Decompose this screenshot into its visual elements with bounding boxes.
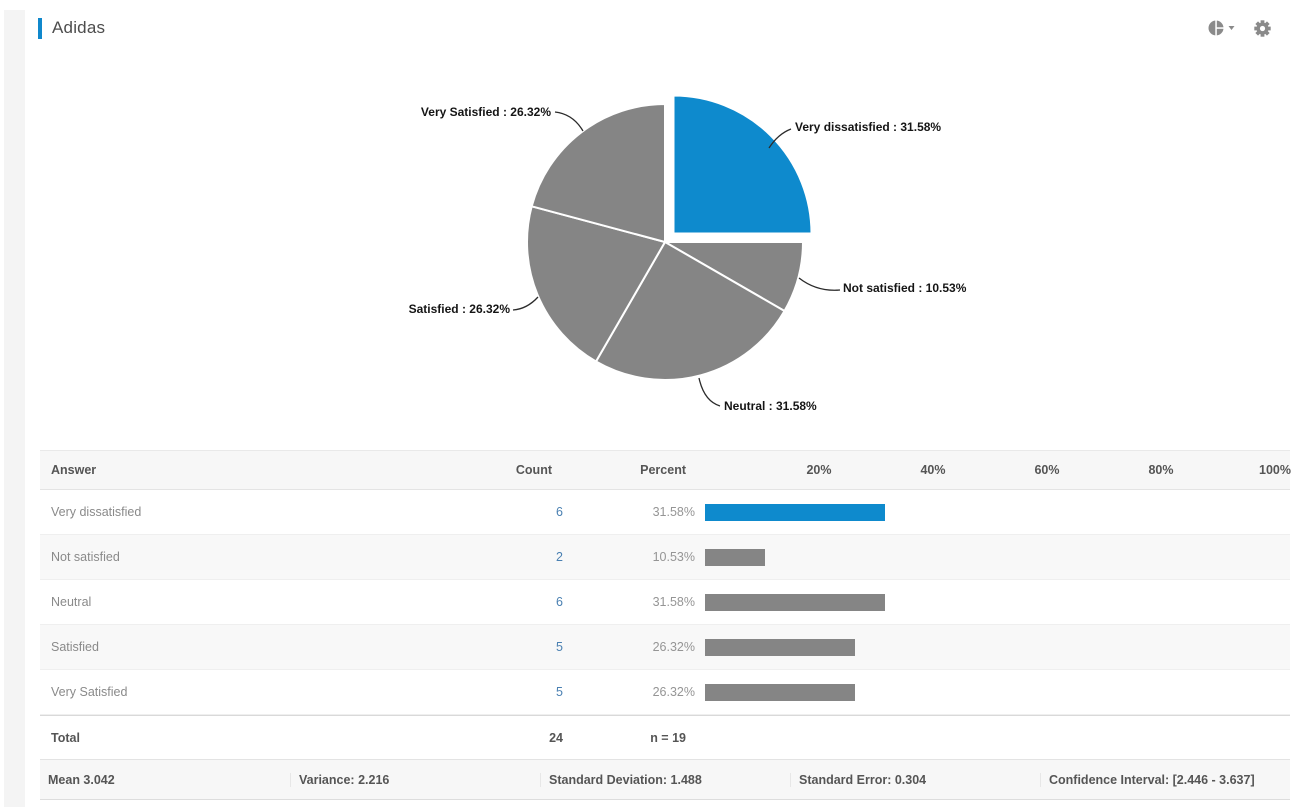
chart-type-button[interactable] [1208,20,1238,36]
pie-label-not-satisfied: Not satisfied : 10.53% [843,281,967,295]
toolbar [1208,19,1298,37]
percent-bar-satisfied [705,638,855,656]
column-header-answer: Answer [51,463,97,477]
question-result-card: Adidas [25,10,1298,807]
results-table: Answer Count Percent 20% 40% 60% 80% 100% Ve… [40,450,1291,800]
percent-bar-very-dissatisfied [705,503,885,521]
count-cell: 6 [556,595,563,609]
pie-label-very-satisfied: Very Satisfied : 26.32% [420,105,551,119]
pie-label-neutral: Neutral : 31.58% [724,399,817,413]
percent-cell: 10.53% [652,550,695,564]
chevron-down-icon [1228,26,1235,30]
table-row: Neutral 6 31.58% [40,580,1290,625]
table-header-row: Answer Count Percent 20% 40% 60% 80% 100% [40,450,1291,490]
table-row: Not satisfied 2 10.53% [40,535,1290,580]
stat-cell: Mean 3.042 [48,772,115,787]
total-row: Total 24 n = 19 [40,715,1290,759]
pie-leader-very-dissatisfied [768,128,792,149]
percent-cell: 26.32% [652,685,695,699]
column-header-scale: 20% 40% 60% 80% 100% [695,451,1291,489]
stat-cell: Standard Deviation: 1.488 [540,772,790,787]
answer-cell: Satisfied [51,640,99,654]
pie-slice-neutral[interactable] [594,240,786,381]
statistics-row: Mean 3.042 Variance: 2.216 Standard Deviat… [40,759,1290,800]
gear-icon [1254,19,1271,37]
percent-bar-neutral [705,593,885,611]
answer-cell: Very Satisfied [51,685,128,699]
answer-cell: Neutral [51,595,92,609]
pie-slice-satisfied[interactable] [526,205,667,363]
column-header-count: Count [515,463,552,477]
pie-leader-neutral [698,377,721,407]
answer-cell: Not satisfied [51,550,120,564]
pie-label-very-dissatisfied: Very dissatisfied : 31.58% [795,120,942,134]
pie-leader-very-satisfied [554,111,584,132]
scale-tick: 20% [806,463,832,477]
percent-cell: 31.58% [652,595,695,609]
count-cell: 2 [556,550,563,564]
stat-cell: Confidence Interval: [2.446 - 3.637] [1040,772,1290,787]
pie-chart: Very dissatisfied : 31.58% Not satisfied … [25,46,1298,450]
scale-tick: 100% [1259,463,1291,477]
pie-slice-very-satisfied[interactable] [530,102,666,244]
pie-slice-very-dissatisfied[interactable] [672,94,813,235]
count-cell: 5 [556,640,563,654]
percent-bar-very-satisfied [705,683,855,701]
percent-cell: 31.58% [652,505,695,519]
pie-leader-satisfied [512,296,539,311]
column-header-percent: Percent [640,463,686,477]
scale-tick: 60% [1034,463,1060,477]
scale-tick: 40% [920,463,946,477]
table-row: Very dissatisfied 6 31.58% [40,490,1290,535]
stat-cell: Variance: 2.216 [290,772,540,787]
stat-cell: Standard Error: 0.304 [790,772,1040,787]
scale-tick: 80% [1148,463,1174,477]
answer-cell: Very dissatisfied [51,505,142,519]
settings-button[interactable] [1254,19,1271,37]
title-accent-bar [38,17,42,39]
total-n: n = 19 [650,730,686,745]
table-row: Satisfied 5 26.32% [40,625,1290,670]
card-header: Adidas [25,10,1298,46]
percent-cell: 26.32% [652,640,695,654]
count-cell: 6 [556,505,563,519]
left-gutter [4,10,25,807]
percent-bar-not-satisfied [705,548,765,566]
total-label: Total [51,730,80,745]
pie-leader-not-satisfied [798,277,841,291]
table-row: Very Satisfied 5 26.32% [40,670,1290,715]
total-count: 24 [549,730,563,745]
count-cell: 5 [556,685,563,699]
pie-chart-icon [1208,20,1235,36]
page-title: Adidas [52,18,106,37]
pie-label-satisfied: Satisfied : 26.32% [408,302,510,316]
